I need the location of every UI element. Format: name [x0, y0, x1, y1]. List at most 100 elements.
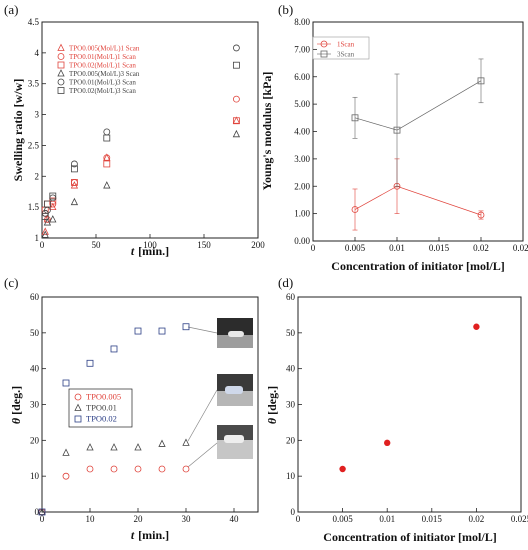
droplet-photo-3	[217, 425, 253, 459]
p0-xtick-label: 100	[143, 240, 157, 250]
p0-series-5-point	[232, 61, 240, 69]
p0-series-3-point	[49, 215, 57, 223]
p0-legend-label: TPO0.02(Mol/L)3 Scan	[69, 87, 136, 95]
p0-ytick-label: 4.5	[28, 17, 40, 27]
droplet-photo-2	[217, 374, 253, 406]
p0-legend-label: TPO0.01(Mol/L)3 Scan	[69, 79, 136, 87]
p1-ytick-label: 2.00	[294, 181, 310, 191]
p2-series-2-point	[86, 359, 94, 367]
p2-ytick-label: 30	[30, 400, 40, 410]
p2-series-0-point	[158, 465, 166, 473]
p2-legend-label: TPO0.01	[86, 403, 117, 413]
p2-xtick-label: 10	[86, 514, 96, 524]
p2-series-2-point	[38, 508, 46, 516]
p2-xtick-label: 30	[182, 514, 192, 524]
p2-series-1-point	[110, 443, 118, 451]
y-axis-title-d: θ[deg.]	[265, 386, 279, 424]
p1-xtick-label: 0.025	[513, 243, 528, 253]
p2-series-0-point	[182, 465, 190, 473]
p1-ytick-label: 4.00	[294, 127, 310, 137]
p1-series-1-point	[351, 114, 359, 122]
p0-series-3-point	[41, 230, 49, 238]
x-axis-title-a: t [min.]	[131, 244, 169, 258]
p2-series-2-point	[182, 323, 190, 331]
p0-ytick-label: 2.5	[28, 140, 40, 150]
p0-xtick-label: 200	[251, 240, 265, 250]
y-axis-title-a: Swelling ratio [w/w]	[11, 79, 25, 182]
photo-connector-1	[187, 326, 218, 334]
p0-legend-marker	[57, 43, 65, 51]
p0-legend-marker	[57, 87, 65, 94]
p1-legend-marker	[320, 50, 328, 58]
p0-series-5-point	[44, 200, 51, 208]
p2-series-0-point	[86, 465, 94, 473]
p3-xtick-label: 0.02	[469, 514, 485, 524]
p0-series-5-point	[71, 165, 78, 173]
p2-series-1-point	[158, 439, 166, 447]
p0-series-0-point	[103, 153, 111, 161]
p1-ytick-label: 7.00	[294, 44, 310, 54]
p1-ytick-label: 8.00	[294, 17, 310, 27]
x-axis-title-c: t [min.]	[131, 528, 169, 542]
p0-series-4-point	[71, 160, 78, 168]
p1-series-0-point	[477, 211, 485, 219]
p2-series-1-point	[182, 438, 190, 446]
panel-label-b: (b)	[278, 2, 293, 17]
p0-series-5-point	[49, 192, 57, 200]
p0-legend-label: TPO0.005(Mol/L)1 Scan	[69, 45, 140, 53]
p2-series-2-point	[134, 327, 142, 335]
p0-series-0-point	[232, 116, 241, 124]
p2-xtick-label: 20	[134, 514, 144, 524]
p3-series-0-point	[339, 465, 346, 473]
p0-series-3-point	[232, 129, 241, 138]
p3-xtick-label: 0	[296, 514, 301, 524]
p2-series-1-point	[134, 443, 142, 451]
droplet-photo-1	[217, 318, 253, 348]
p3-xtick-label: 0.025	[511, 514, 528, 524]
svg-text:θ[deg.]: θ[deg.]	[265, 386, 279, 424]
p2-legend-marker	[74, 415, 82, 423]
p1-series-0-point	[351, 206, 359, 213]
p1-xtick-label: 0.01	[389, 243, 405, 253]
p0-xtick-label: 150	[197, 240, 211, 250]
p0-series-2-point	[232, 117, 240, 125]
p0-series-5-point	[41, 212, 49, 220]
p0-series-3-point	[70, 197, 79, 206]
p0-xtick-label: 50	[92, 240, 102, 250]
p1-ytick-label: 1.00	[294, 209, 310, 219]
p0-ytick-label: 3.5	[28, 79, 40, 89]
p0-legend-label: TPO0.005(Mol/L)3 Scan	[69, 70, 140, 78]
p2-series-0-point	[62, 472, 70, 480]
p3-series-0-point	[384, 439, 391, 447]
p2-ytick-label: 40	[30, 364, 40, 374]
p2-series-0-point	[134, 465, 142, 473]
p1-legend-label: 1Scan	[337, 41, 355, 49]
p0-legend-marker	[57, 78, 65, 86]
p0-series-1-point	[232, 95, 240, 103]
p2-ytick-label: 60	[30, 292, 40, 302]
panel-label-a: (a)	[4, 2, 18, 17]
p2-ytick-label: 10	[30, 471, 40, 481]
p2-series-1-point	[62, 448, 70, 456]
p1-xtick-label: 0	[311, 243, 316, 253]
p2-ytick-label: 50	[30, 328, 40, 338]
p1-ytick-label: 6.00	[294, 72, 310, 82]
p0-ytick-label: 4	[35, 48, 40, 58]
p1-series-1-line	[354, 80, 482, 131]
p2-series-2-point	[62, 379, 70, 387]
p1-series-1-point	[477, 77, 485, 85]
p1-legend-label: 3Scan	[337, 51, 355, 59]
photo-connector-3	[187, 442, 218, 468]
p1-legend-marker	[320, 40, 328, 48]
p2-legend-label: TPO0.02	[86, 414, 117, 424]
svg-text:t[min.]: t [min.]	[131, 244, 169, 258]
p2-series-2-point	[110, 345, 118, 353]
p0-ytick-label: 3	[35, 110, 40, 120]
p3-xtick-label: 0.01	[379, 514, 395, 524]
p0-xtick-label: 0	[40, 240, 45, 250]
x-axis-title-b: Concentration of initiator [mol/L]	[331, 259, 504, 273]
plot-frame-d	[297, 296, 522, 513]
p2-series-1-point	[86, 443, 94, 451]
p0-series-4-point	[103, 128, 111, 136]
